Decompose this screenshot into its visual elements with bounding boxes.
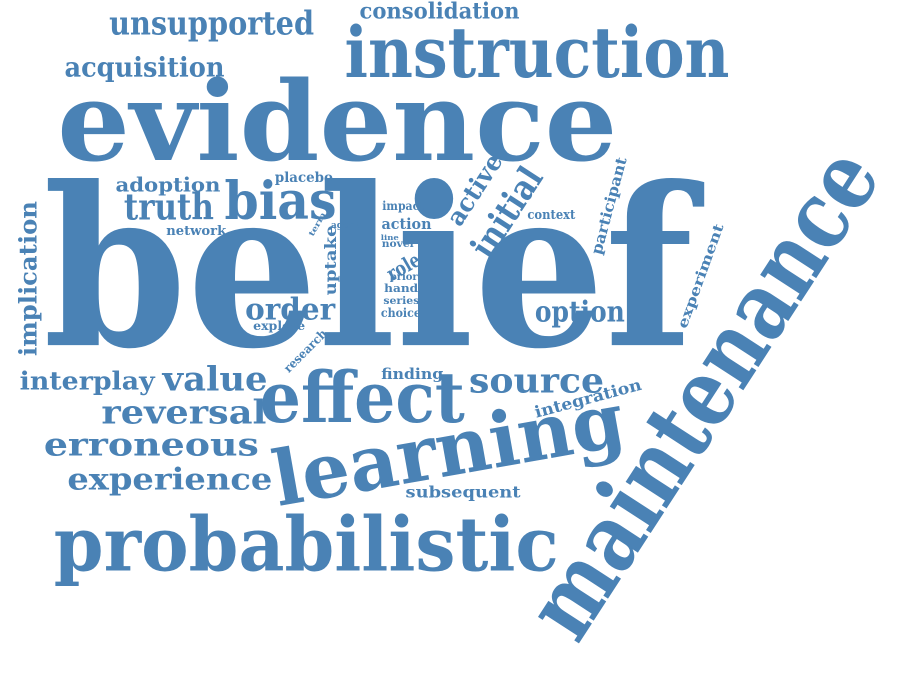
word-effect: effect	[259, 357, 465, 440]
word-implication: implication	[13, 201, 42, 357]
word-value: value	[162, 359, 268, 400]
word-network: network	[165, 223, 226, 239]
word-consolidation: consolidation	[358, 0, 519, 25]
word-finding: finding	[381, 364, 443, 383]
word-experience: experience	[67, 462, 273, 498]
word-prior: prior	[390, 271, 418, 283]
word-series: series	[383, 295, 419, 307]
word-choice: choice	[380, 305, 421, 320]
word-probabilistic: probabilistic	[53, 499, 559, 589]
word-context: context	[526, 207, 575, 223]
word-interplay: interplay	[19, 366, 155, 397]
word-evidence: evidence	[56, 58, 617, 188]
word-acquisition: acquisition	[63, 50, 224, 84]
word-subsequent: subsequent	[405, 482, 521, 502]
word-order: order	[245, 292, 335, 328]
word-bias: bias	[225, 170, 337, 232]
word-belief: belief	[43, 138, 693, 398]
word-hand: hand	[383, 281, 418, 295]
word-erroneous: erroneous	[43, 425, 259, 464]
word-agent: agent	[330, 220, 359, 232]
word-line: line	[381, 233, 399, 243]
word-novel: novel	[381, 238, 414, 250]
word-impact: impact	[382, 198, 424, 213]
word-uptake: uptake	[320, 224, 340, 295]
word-instruction: instruction	[344, 12, 730, 95]
word-explore: explore	[252, 318, 305, 333]
word-placebo: placebo	[274, 169, 333, 186]
word-unsupported: unsupported	[109, 3, 315, 43]
word-reversal: reversal	[101, 392, 267, 432]
word-option: option	[534, 294, 625, 329]
word-truth: truth	[123, 186, 214, 229]
word-action: action	[381, 214, 432, 233]
word-adoption: adoption	[115, 172, 221, 196]
word-source: source	[469, 358, 605, 401]
